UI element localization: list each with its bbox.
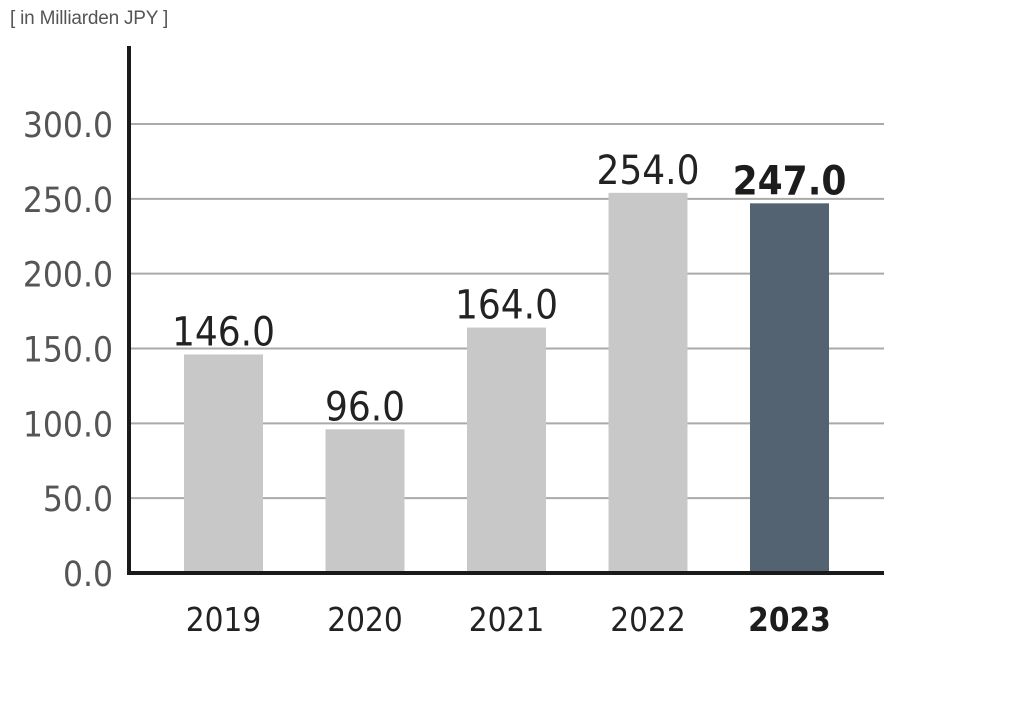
x-tick-label: 2022 (610, 600, 686, 639)
data-label: 254.0 (597, 148, 700, 194)
y-tick-label: 200.0 (23, 256, 113, 296)
y-tick-label: 150.0 (23, 331, 113, 371)
unit-label: [ in Milliarden JPY ] (10, 8, 169, 29)
x-tick-label: 2023 (748, 600, 831, 639)
data-label: 146.0 (172, 309, 275, 355)
data-label: 96.0 (325, 384, 405, 430)
x-tick-label: 2020 (327, 600, 403, 639)
y-tick-label: 100.0 (23, 405, 113, 445)
y-tick-label: 250.0 (23, 181, 113, 221)
bar (325, 429, 405, 573)
data-label: 164.0 (455, 283, 558, 329)
bar (608, 192, 688, 573)
x-tick-label: 2019 (186, 600, 262, 639)
data-label: 247.0 (733, 158, 847, 204)
y-tick-label: 0.0 (63, 555, 113, 595)
y-tick-label: 300.0 (23, 106, 113, 146)
bar (467, 327, 546, 573)
y-tick-label: 50.0 (43, 480, 113, 520)
bar (184, 354, 263, 573)
x-tick-label: 2021 (469, 600, 545, 639)
bar (750, 203, 829, 573)
